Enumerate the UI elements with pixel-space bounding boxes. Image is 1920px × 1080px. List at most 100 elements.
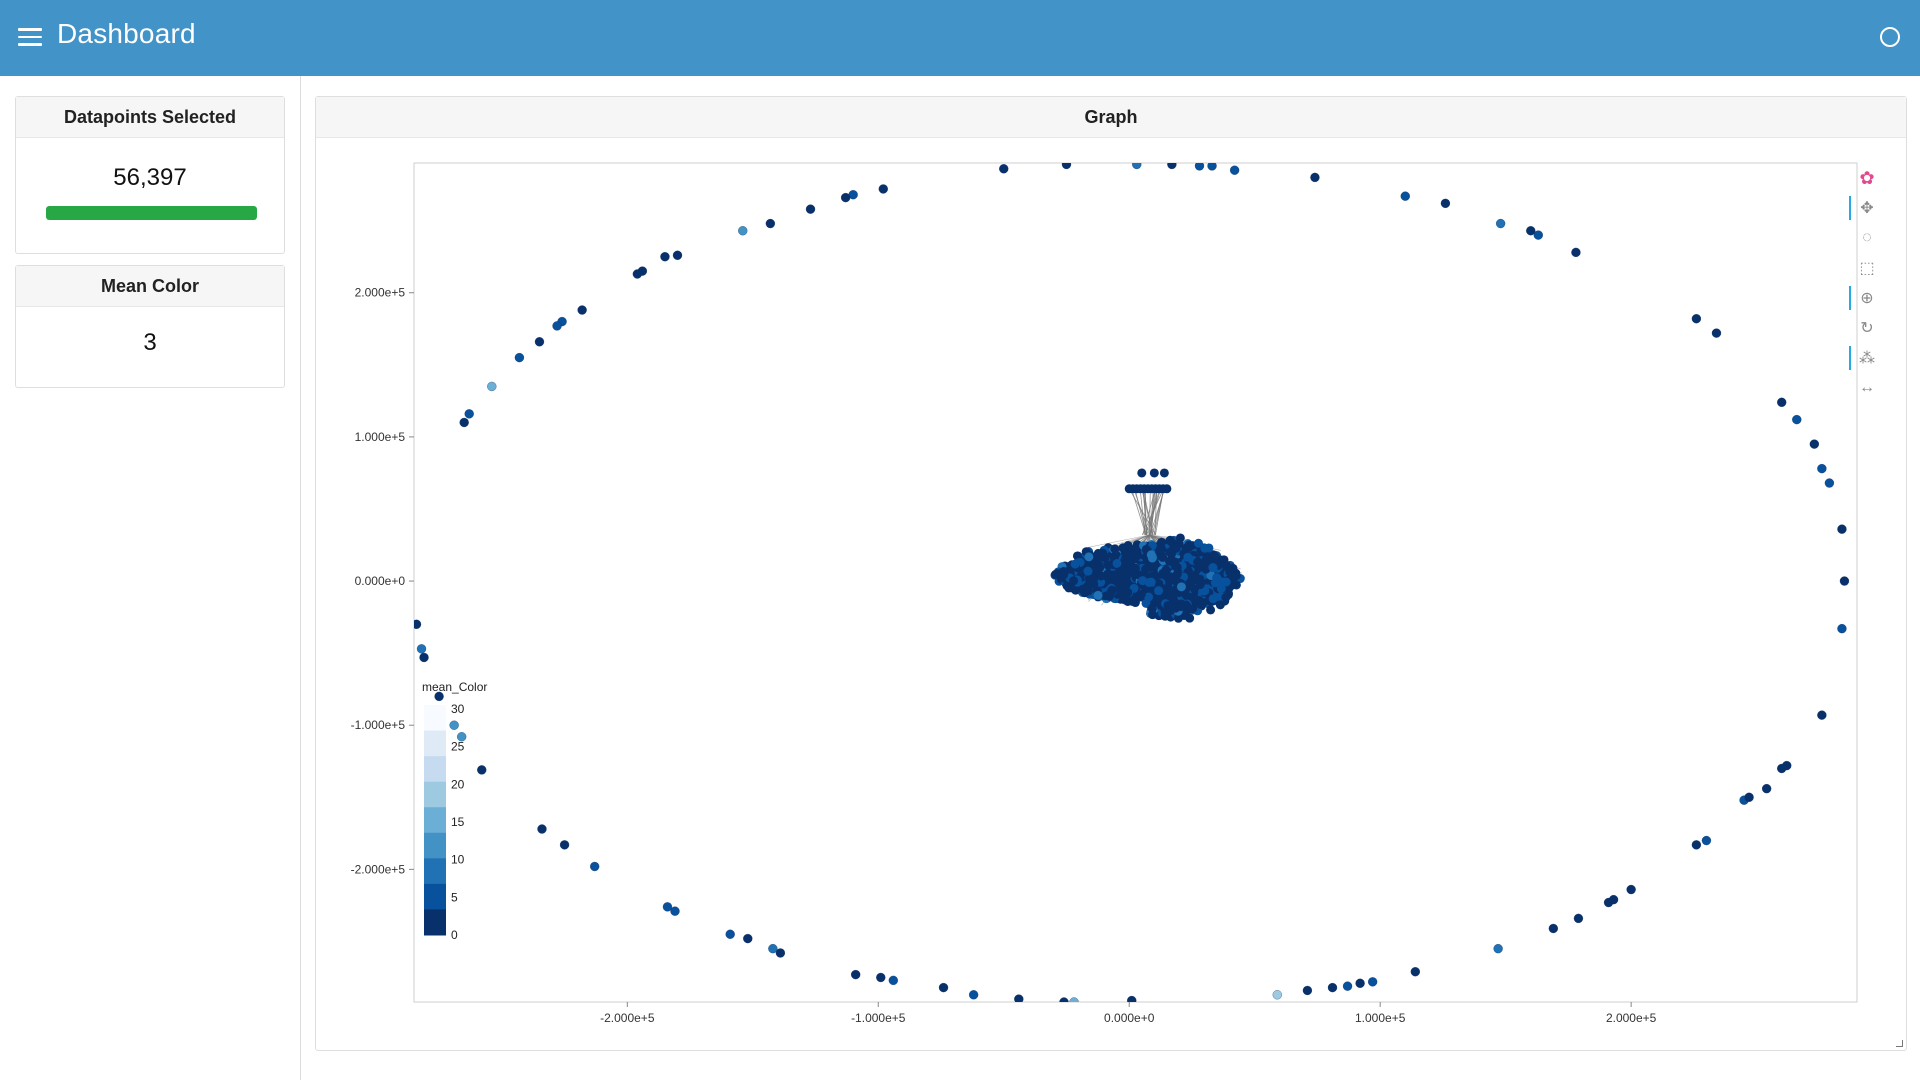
mean-color-value: 3 <box>143 329 157 356</box>
cluster-point <box>1227 571 1237 581</box>
hover-tool-icon[interactable]: ⁂ <box>1849 343 1881 373</box>
cluster-point <box>1212 573 1222 583</box>
cluster-point <box>1163 600 1173 610</box>
bokeh-logo-icon[interactable]: ✿ <box>1859 167 1875 188</box>
cluster-point <box>1158 552 1168 562</box>
ring-point <box>457 732 467 742</box>
cluster-point <box>1195 580 1205 590</box>
wheel-zoom-icon[interactable]: ⊕ <box>1849 283 1881 313</box>
ring-point <box>449 720 459 730</box>
colorbar-legend: mean_Color 30 25 20 15 10 5 0 <box>422 680 487 942</box>
ring-point <box>1495 218 1506 229</box>
ring-point <box>477 765 487 775</box>
cluster-point <box>1080 588 1090 598</box>
ring-point <box>1533 230 1543 240</box>
ring-point <box>840 192 851 203</box>
ring-point <box>1762 783 1772 794</box>
ring-point <box>888 975 898 986</box>
ring-point <box>1548 923 1558 934</box>
hamburger-menu-icon[interactable] <box>18 28 42 48</box>
cluster-point <box>1084 552 1094 562</box>
ring-point <box>537 824 547 834</box>
ring-point <box>1400 191 1410 201</box>
ring-point <box>1302 985 1313 996</box>
ring-point <box>1809 439 1819 449</box>
cluster-point <box>1167 549 1177 559</box>
colorbar-swatch <box>424 858 446 885</box>
cluster-point <box>1059 566 1069 576</box>
ring-point <box>416 644 427 654</box>
ring-point <box>662 902 673 912</box>
cluster-point <box>1070 559 1080 569</box>
colorbar-tick-label: 5 <box>451 890 458 904</box>
ring-point <box>1824 478 1835 488</box>
ring-point <box>805 204 816 214</box>
graph-title: Graph <box>316 97 1906 138</box>
ring-point <box>1691 840 1702 850</box>
x-wheel-zoom-icon[interactable]: ↔ <box>1859 379 1875 396</box>
cluster-point <box>1136 589 1146 599</box>
colorbar-tick-label: 10 <box>451 853 465 867</box>
hub-point <box>1149 468 1159 478</box>
cluster-point <box>1176 582 1186 592</box>
cluster-point <box>1062 581 1072 591</box>
reset-icon[interactable]: ↻ <box>1860 320 1874 337</box>
y-tick-label: 1.000e+5 <box>355 430 406 444</box>
ring-point <box>632 269 643 279</box>
ring-point <box>419 652 429 663</box>
ring-point <box>459 417 469 428</box>
x-tick-label: 1.000e+5 <box>1355 1011 1406 1025</box>
ring-point <box>999 164 1009 174</box>
cluster-point <box>1098 548 1108 558</box>
hub-point <box>1162 484 1172 494</box>
ring-point <box>670 906 680 916</box>
colorbar-swatch <box>424 781 446 808</box>
cluster-point <box>1157 544 1167 554</box>
cluster-point <box>1106 587 1116 597</box>
x-tick-label: -1.000e+5 <box>851 1011 906 1025</box>
ring-point <box>1229 165 1240 175</box>
mean-color-card: Mean Color 3 <box>15 265 285 388</box>
cluster-point <box>1123 588 1133 598</box>
box-select-icon[interactable]: ⬚ <box>1859 260 1875 277</box>
ring-point <box>1782 760 1792 771</box>
colorbar-swatch <box>424 756 446 783</box>
cluster-point <box>1218 577 1228 587</box>
colorbar-swatch <box>424 909 446 936</box>
x-tick-label: 0.000e+0 <box>1104 1011 1155 1025</box>
ring-point <box>1061 163 1072 170</box>
ring-point <box>534 337 545 347</box>
cluster-point <box>1167 586 1177 596</box>
cluster-point <box>1112 558 1122 568</box>
ring-point <box>1691 314 1702 324</box>
resize-handle[interactable] <box>1896 1040 1903 1047</box>
cluster-point <box>1200 586 1210 596</box>
plot-area <box>414 163 1850 1002</box>
cluster-point <box>1193 557 1203 567</box>
cluster-point <box>1154 586 1164 596</box>
cluster-point <box>1215 600 1225 610</box>
colorbar-swatch <box>424 807 446 834</box>
cluster-point <box>1095 563 1105 573</box>
ring-point <box>1837 623 1847 634</box>
ring-point <box>1839 576 1850 586</box>
lasso-select-icon[interactable]: ◌ <box>1862 229 1872 246</box>
colorbar-tick-label: 30 <box>451 702 465 716</box>
ring-point <box>1573 913 1584 924</box>
y-tick-label: 2.000e+5 <box>355 286 406 300</box>
cluster-point <box>1096 571 1106 581</box>
cluster-point <box>1147 603 1157 613</box>
y-tick-label: 0.000e+0 <box>355 574 406 588</box>
cluster-point <box>1103 560 1113 570</box>
ring-point <box>1777 397 1787 407</box>
ring-point <box>1608 894 1619 905</box>
cluster-point <box>1158 568 1168 578</box>
ring-point <box>743 933 753 944</box>
scatter-plot[interactable]: -2.000e+5 -1.000e+5 0.000e+0 1.000e+5 2.000e… <box>316 97 1906 1050</box>
ring-point <box>1310 172 1320 183</box>
pan-tool-icon[interactable]: ✥ <box>1849 193 1881 223</box>
ring-point <box>878 184 888 194</box>
ring-point <box>434 691 444 702</box>
graph-edge <box>1142 488 1148 535</box>
ring-point <box>1744 792 1754 802</box>
